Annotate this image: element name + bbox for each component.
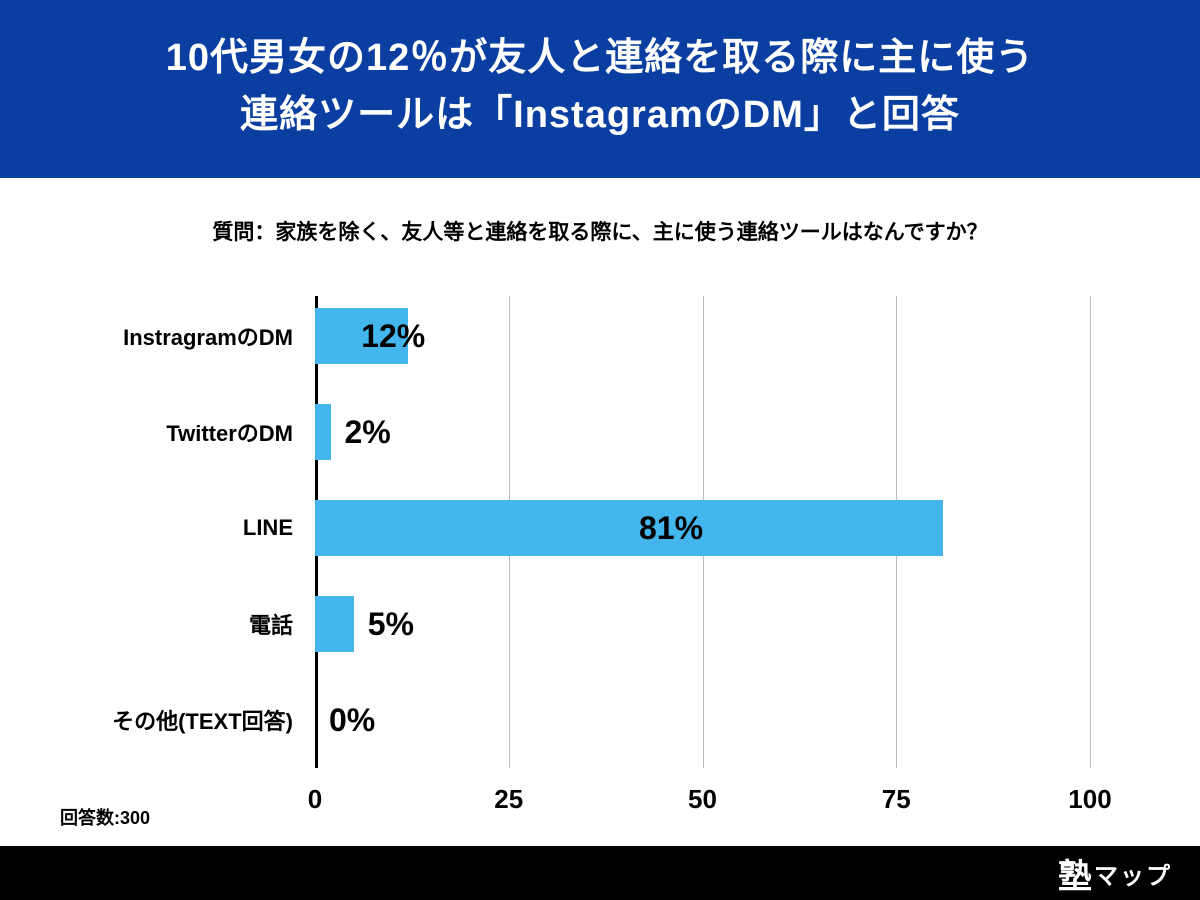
bar — [315, 596, 354, 652]
survey-question: 質問：家族を除く、友人等と連絡を取る際に、主に使う連絡ツールはなんですか？ — [0, 216, 1200, 246]
category-label: TwitterのDM — [60, 416, 315, 448]
category-label: InstragramのDM — [60, 320, 315, 352]
value-label: 2% — [331, 414, 391, 451]
x-tick-label: 75 — [882, 784, 911, 815]
bar-row: 電話5% — [315, 596, 1090, 652]
category-label: LINE — [60, 515, 315, 541]
x-tick-label: 0 — [308, 784, 322, 815]
bar-row: TwitterのDM2% — [315, 404, 1090, 460]
category-label: 電話 — [60, 608, 315, 640]
bar-row: LINE81% — [315, 500, 1090, 556]
x-tick-label: 25 — [494, 784, 523, 815]
infographic-frame: 10代男女の12％が友人と連絡を取る際に主に使う 連絡ツールは「Instagra… — [0, 0, 1200, 900]
sample-size-note: 回答数:300 — [60, 804, 150, 830]
x-tick-label: 100 — [1068, 784, 1111, 815]
value-label: 81% — [625, 510, 703, 547]
value-label: 12% — [347, 318, 425, 355]
chart-area: 0255075100InstragramのDM12%TwitterのDM2%LI… — [60, 296, 1140, 900]
title-band: 10代男女の12％が友人と連絡を取る際に主に使う 連絡ツールは「Instagra… — [0, 0, 1200, 178]
gridline — [1090, 296, 1091, 768]
brand-footer: 塾 マップ — [0, 846, 1200, 900]
title-line1: 10代男女の12％が友人と連絡を取る際に主に使う — [40, 30, 1160, 87]
x-tick-label: 50 — [688, 784, 717, 815]
category-label: その他(TEXT回答) — [60, 704, 315, 736]
title-line2: 連絡ツールは「InstagramのDM」と回答 — [40, 87, 1160, 144]
brand-logo-big: 塾 — [1058, 849, 1092, 898]
brand-logo-small: マップ — [1094, 856, 1172, 891]
bar — [315, 404, 331, 460]
value-label: 5% — [354, 606, 414, 643]
bar-row: InstragramのDM12% — [315, 308, 1090, 364]
bar-row: その他(TEXT回答)0% — [315, 692, 1090, 748]
plot-region: 0255075100InstragramのDM12%TwitterのDM2%LI… — [315, 296, 1090, 768]
value-label: 0% — [315, 702, 375, 739]
